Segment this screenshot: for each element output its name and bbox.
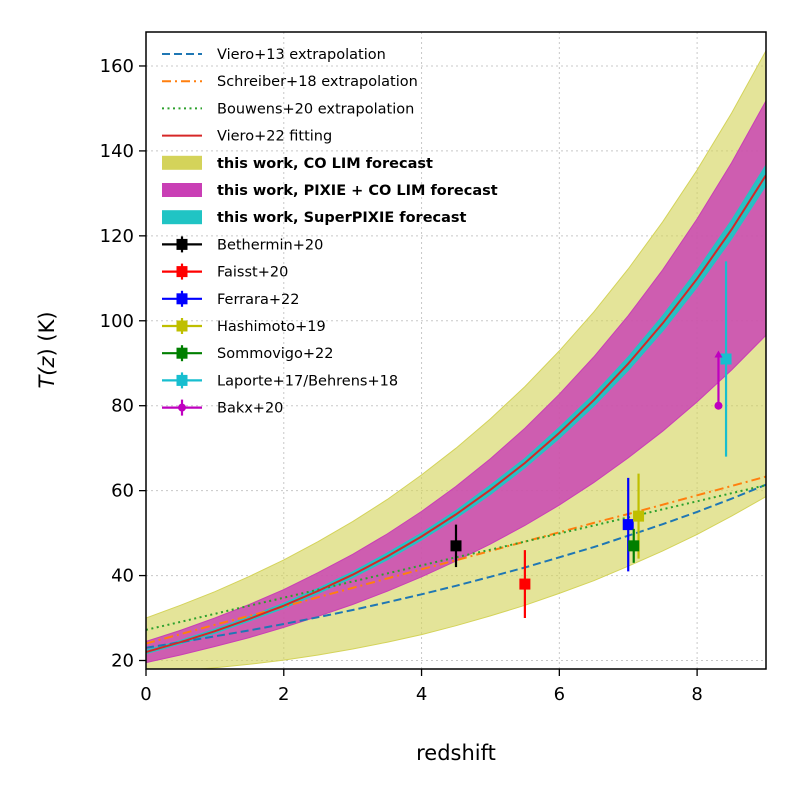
legend-swatch-patch	[162, 155, 202, 170]
uplimit-arrow-head	[714, 350, 723, 358]
marker-square	[450, 540, 462, 552]
legend-swatch-marker	[178, 403, 186, 412]
legend-label: this work, CO LIM forecast	[217, 156, 433, 172]
y-tick-label: 20	[111, 651, 134, 672]
marker-square	[633, 510, 645, 522]
point-laporte-17-behrens-18	[720, 261, 732, 457]
x-axis-label: redshift	[416, 741, 496, 765]
legend-label: Schreiber+18 extrapolation	[217, 74, 418, 90]
legend-label: Bakx+20	[217, 401, 283, 417]
legend-label: Viero+22 fitting	[217, 129, 332, 145]
legend-label: Ferrara+22	[217, 292, 299, 308]
legend-entry-faisst-20: Faisst+20	[162, 263, 288, 281]
legend-swatch-marker	[176, 293, 188, 305]
legend-entry-laporte-17-behrens-18: Laporte+17/Behrens+18	[162, 372, 398, 389]
plot-frame	[145, 31, 767, 670]
y-tick-label: 80	[111, 396, 134, 417]
legend-swatch-marker	[176, 320, 188, 332]
legend-entry-bakx-20: Bakx+20	[162, 399, 283, 417]
marker-square	[519, 578, 531, 590]
y-tick-label: 100	[100, 311, 134, 332]
legend-label: Hashimoto+19	[217, 319, 326, 335]
legend-label: this work, PIXIE + CO LIM forecast	[217, 183, 498, 199]
x-tick-label: 6	[554, 684, 565, 705]
legend-entry-bethermin-20: Bethermin+20	[162, 236, 323, 253]
x-tick-label: 2	[278, 684, 289, 705]
legend-entry-viero-13-extrapolation: Viero+13 extrapolation	[162, 47, 386, 63]
y-tick-label: 40	[111, 566, 134, 587]
axis-ticks: 0 2 4 6 8 20 40 60 80 100 120 140 160	[100, 56, 703, 705]
x-tick-label: 0	[140, 684, 151, 705]
legend-entry-this-work-pixie-co-lim-forecast: this work, PIXIE + CO LIM forecast	[162, 183, 498, 199]
legend-label: Bethermin+20	[217, 237, 323, 253]
data-points	[450, 261, 732, 619]
legend-entry-ferrara-22: Ferrara+22	[162, 290, 299, 308]
legend-entry-schreiber-18-extrapolation: Schreiber+18 extrapolation	[162, 74, 418, 90]
point-ferrara-22	[622, 477, 634, 572]
legend-entry-this-work-superpixie-forecast: this work, SuperPIXIE forecast	[162, 210, 467, 226]
band-this-work-co-lim-forecast	[146, 50, 766, 669]
legend-swatch-marker	[176, 347, 188, 359]
y-tick-label: 60	[111, 481, 134, 502]
legend-entry-this-work-co-lim-forecast: this work, CO LIM forecast	[162, 155, 433, 172]
y-axis-label: T(z) (K)	[35, 311, 59, 388]
marker-square	[720, 353, 732, 365]
legend-label: Bouwens+20 extrapolation	[217, 101, 414, 117]
legend-label: Sommovigo+22	[217, 346, 333, 362]
marker-circle	[714, 401, 723, 410]
y-tick-label: 120	[100, 226, 134, 247]
band-this-work-superpixie-forecast	[146, 163, 766, 655]
legend-swatch-patch	[162, 210, 202, 225]
legend-swatch-marker	[176, 238, 188, 250]
legend-label: Faisst+20	[217, 265, 288, 281]
point-bakx-20	[714, 350, 723, 410]
legend-entry-viero-22-fitting: Viero+22 fitting	[162, 129, 332, 145]
legend-entry-bouwens-20-extrapolation: Bouwens+20 extrapolation	[162, 101, 414, 117]
legend: Viero+13 extrapolation Schreiber+18 extra…	[162, 47, 498, 417]
x-tick-label: 8	[691, 684, 702, 705]
legend-label: Viero+13 extrapolation	[217, 47, 386, 63]
legend-swatch-marker	[176, 374, 188, 386]
x-tick-label: 4	[416, 684, 427, 705]
line-bouwens-20-extrapolation	[146, 484, 766, 631]
legend-entry-sommovigo-22: Sommovigo+22	[162, 345, 333, 362]
line-schreiber-18-extrapolation	[146, 475, 766, 645]
model-lines	[146, 174, 766, 653]
legend-entry-hashimoto-19: Hashimoto+19	[162, 318, 326, 335]
marker-square	[622, 519, 634, 531]
y-tick-label: 160	[100, 56, 134, 77]
legend-swatch-marker	[176, 266, 188, 278]
legend-label: Laporte+17/Behrens+18	[217, 373, 398, 389]
marker-square	[628, 540, 640, 552]
line-viero-13-extrapolation	[146, 483, 766, 649]
legend-label: this work, SuperPIXIE forecast	[217, 210, 467, 226]
point-faisst-20	[519, 550, 531, 619]
point-bethermin-20	[450, 524, 462, 568]
point-sommovigo-22	[628, 528, 640, 563]
line-viero-22-fitting	[146, 174, 766, 653]
legend-swatch-patch	[162, 183, 202, 197]
y-tick-label: 140	[100, 141, 134, 162]
